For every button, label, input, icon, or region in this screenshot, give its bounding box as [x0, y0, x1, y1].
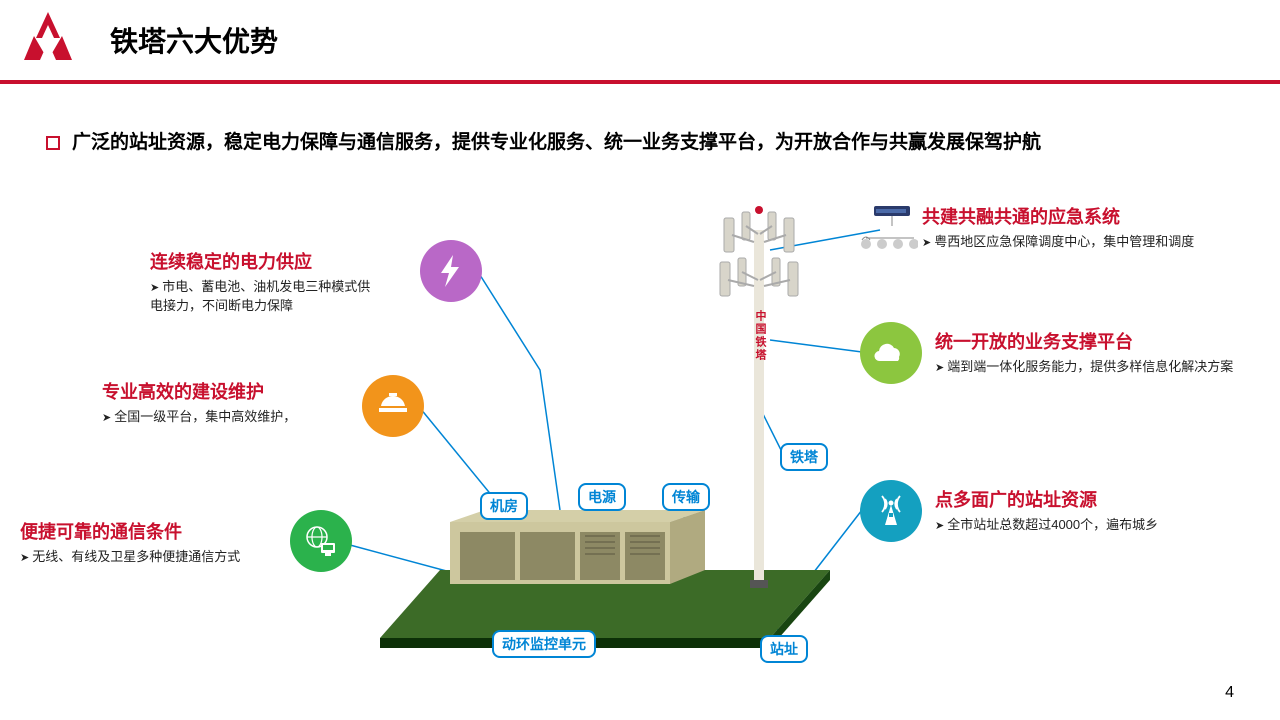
block-site-title: 点多面广的站址资源 — [935, 488, 1235, 512]
cell-tower: 中国铁塔 — [714, 190, 804, 590]
block-emergency-desc: 粤西地区应急保障调度中心，集中管理和调度 — [922, 233, 1222, 252]
equipment-room — [450, 510, 710, 590]
block-site: 点多面广的站址资源 全市站址总数超过4000个，遍布城乡 — [935, 488, 1235, 535]
block-emergency: 共建共融共通的应急系统 粤西地区应急保障调度中心，集中管理和调度 — [922, 205, 1222, 252]
tag-dianyuan: 电源 — [578, 483, 626, 511]
diagram-stage: 中国铁塔 连续稳定的电力供应 市电、蓄电池、油机发电三种模式供电接力，不间断电力… — [0, 190, 1280, 720]
block-power-desc: 市电、蓄电池、油机发电三种模式供电接力，不间断电力保障 — [150, 278, 380, 316]
block-maintain: 专业高效的建设维护 全国一级平台，集中高效维护， — [102, 380, 342, 427]
slide-title: 铁塔六大优势 — [110, 20, 278, 60]
tower-brand-label: 中国铁塔 — [752, 310, 768, 362]
emergency-devices-icon — [858, 204, 918, 254]
block-platform: 统一开放的业务支撑平台 端到端一体化服务能力，提供多样信息化解决方案 — [935, 330, 1235, 377]
block-comm: 便捷可靠的通信条件 无线、有线及卫星多种便捷通信方式 — [20, 520, 270, 567]
bullet-square-icon — [46, 136, 60, 150]
company-logo-icon — [20, 10, 76, 62]
cloud-icon — [860, 322, 922, 384]
tag-zhanzhi: 站址 — [760, 635, 808, 663]
block-platform-title: 统一开放的业务支撑平台 — [935, 330, 1235, 354]
tag-tieta: 铁塔 — [780, 443, 828, 471]
block-maintain-desc: 全国一级平台，集中高效维护， — [102, 408, 342, 427]
tag-jifang: 机房 — [480, 492, 528, 520]
header-divider — [0, 80, 1280, 84]
block-comm-title: 便捷可靠的通信条件 — [20, 520, 270, 544]
hardhat-icon — [362, 375, 424, 437]
lightning-icon — [420, 240, 482, 302]
block-site-desc: 全市站址总数超过4000个，遍布城乡 — [935, 516, 1235, 535]
antenna-icon — [860, 480, 922, 542]
slide-header: 铁塔六大优势 — [0, 0, 1280, 80]
lead-bullet: 广泛的站址资源，稳定电力保障与通信服务，提供专业化服务、统一业务支撑平台，为开放… — [46, 130, 1234, 157]
block-comm-desc: 无线、有线及卫星多种便捷通信方式 — [20, 548, 270, 567]
block-emergency-title: 共建共融共通的应急系统 — [922, 205, 1222, 229]
block-power: 连续稳定的电力供应 市电、蓄电池、油机发电三种模式供电接力，不间断电力保障 — [150, 250, 380, 316]
block-platform-desc: 端到端一体化服务能力，提供多样信息化解决方案 — [935, 358, 1235, 377]
tag-donghuanjiankong: 动环监控单元 — [492, 630, 596, 658]
tag-chuanshu: 传输 — [662, 483, 710, 511]
page-number: 4 — [1225, 684, 1234, 702]
block-maintain-title: 专业高效的建设维护 — [102, 380, 342, 404]
block-power-title: 连续稳定的电力供应 — [150, 250, 380, 274]
lead-bullet-text: 广泛的站址资源，稳定电力保障与通信服务，提供专业化服务、统一业务支撑平台，为开放… — [72, 130, 1041, 157]
globe-computer-icon — [290, 510, 352, 572]
